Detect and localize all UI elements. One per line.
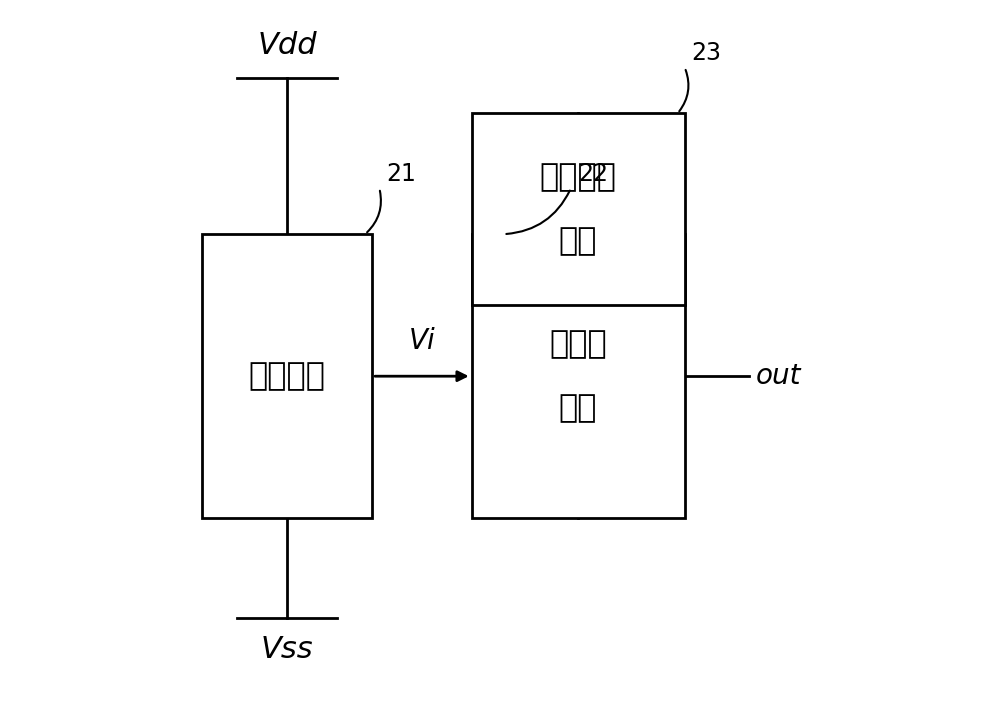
Text: 电压调节: 电压调节 bbox=[540, 162, 617, 193]
Text: 单元: 单元 bbox=[559, 392, 597, 424]
FancyBboxPatch shape bbox=[472, 234, 685, 518]
Text: 22: 22 bbox=[578, 162, 608, 186]
Text: 21: 21 bbox=[386, 162, 416, 186]
FancyBboxPatch shape bbox=[472, 114, 685, 306]
Text: 采样单元: 采样单元 bbox=[248, 361, 325, 392]
Text: 放大器: 放大器 bbox=[549, 329, 607, 360]
Text: out: out bbox=[756, 362, 801, 390]
Text: 单元: 单元 bbox=[559, 226, 597, 257]
Text: Vdd: Vdd bbox=[257, 31, 317, 60]
FancyBboxPatch shape bbox=[202, 234, 372, 518]
Text: Vss: Vss bbox=[261, 636, 313, 665]
Text: 23: 23 bbox=[692, 41, 722, 65]
Text: Vi: Vi bbox=[409, 327, 435, 355]
